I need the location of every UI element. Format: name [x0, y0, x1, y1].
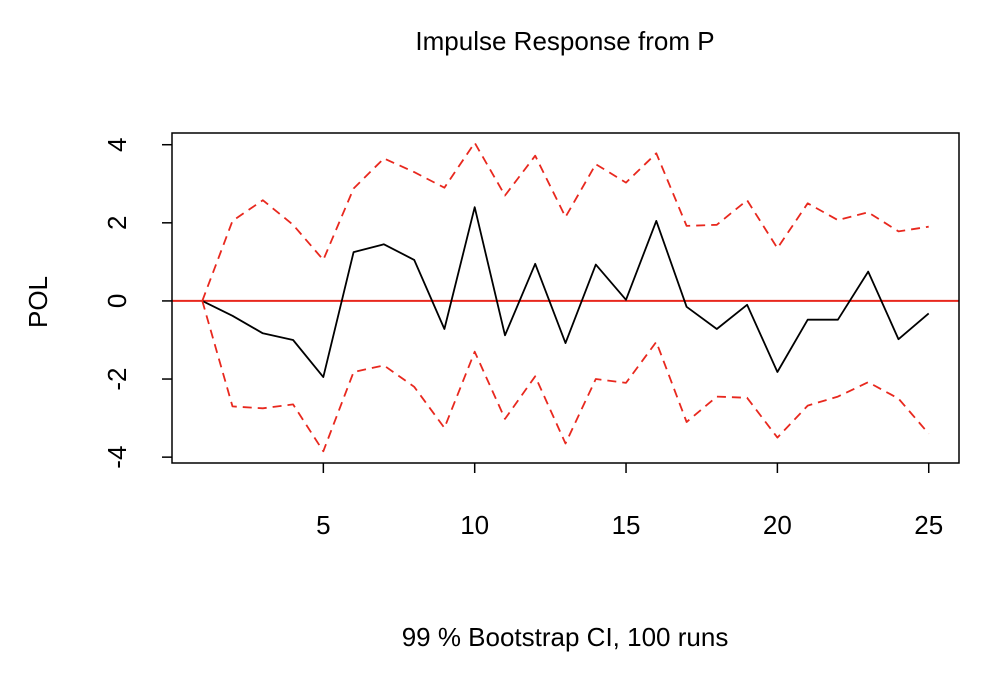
- x-tick-label: 20: [763, 510, 792, 540]
- x-tick-label: 10: [460, 510, 489, 540]
- series-line-upper: [201, 141, 929, 302]
- y-tick-label: 2: [102, 216, 132, 230]
- x-tick-label: 15: [612, 510, 641, 540]
- series-line-estimate: [201, 206, 930, 379]
- plot-area: [172, 141, 959, 453]
- y-tick-label: -2: [102, 367, 132, 390]
- x-tick-label: 25: [914, 510, 943, 540]
- x-tick-label: 5: [316, 510, 330, 540]
- y-tick-label: 0: [102, 294, 132, 308]
- x-axis-label: 99 % Bootstrap CI, 100 runs: [402, 622, 729, 652]
- series-line-lower: [201, 300, 930, 453]
- y-tick-label: -4: [102, 446, 132, 469]
- y-tick-label: 4: [102, 137, 132, 151]
- chart-title: Impulse Response from P: [415, 26, 714, 56]
- plot-frame: [171, 132, 960, 464]
- axes: 5 10 15 20 25 -4 -2 0 2 4: [102, 132, 960, 540]
- y-axis-label: POL: [23, 276, 53, 328]
